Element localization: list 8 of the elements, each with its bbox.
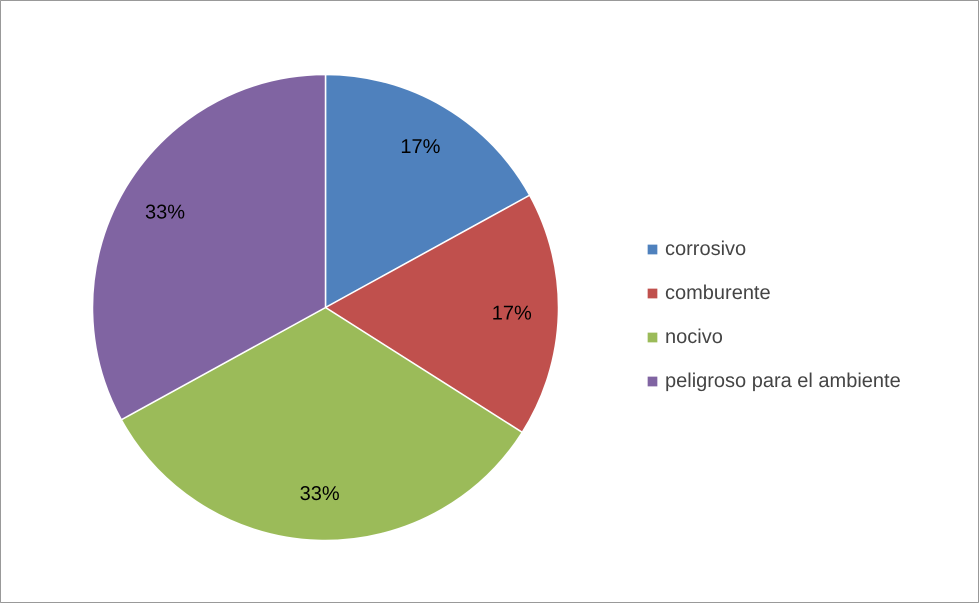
data-label: 17% [400, 136, 441, 158]
legend-label: nocivo [665, 325, 723, 349]
data-label: 33% [145, 202, 186, 224]
data-label: 17% [492, 302, 532, 324]
legend-label: corrosivo [665, 237, 746, 261]
legend-label: comburente [665, 281, 771, 305]
data-label: 33% [300, 482, 340, 505]
legend-label: peligroso para el ambiente [665, 369, 901, 393]
